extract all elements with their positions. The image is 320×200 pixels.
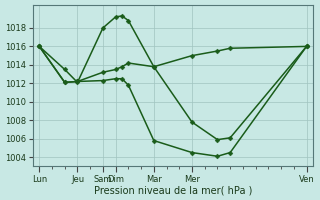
X-axis label: Pression niveau de la mer( hPa ): Pression niveau de la mer( hPa ) bbox=[94, 185, 252, 195]
